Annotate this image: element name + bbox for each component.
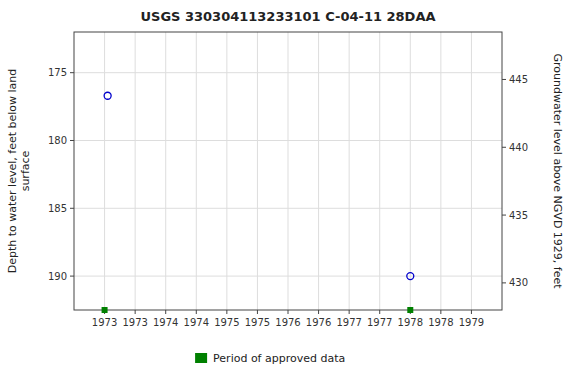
y-grid-line: [74, 276, 502, 277]
series: [102, 307, 414, 313]
y-tick: [70, 208, 74, 209]
legend: Period of approved data: [195, 352, 345, 365]
x-tick-label: 1977: [367, 317, 392, 328]
x-tick-label: 1978: [398, 317, 423, 328]
x-tick: [379, 310, 380, 314]
x-tick-label: 1973: [92, 317, 117, 328]
y-tick-label: 190: [48, 271, 67, 282]
x-tick-label: 1976: [306, 317, 331, 328]
x-grid-line: [318, 32, 319, 310]
legend-label: Period of approved data: [213, 352, 345, 365]
x-grid-line: [288, 32, 289, 310]
x-tick: [471, 310, 472, 314]
y-axis-label: Depth to water level, feet below landsur…: [6, 69, 32, 274]
x-grid-line: [471, 32, 472, 310]
chart: 1973 1973 1974 1974 1975 1975 1976 1976 1977 1977…: [0, 0, 576, 384]
x-tick: [196, 310, 197, 314]
y-tick-label: 180: [48, 135, 67, 146]
x-tick-label: 1974: [153, 317, 178, 328]
y-axis-label-line: surface: [19, 150, 32, 191]
y-grid-line: [74, 140, 502, 141]
x-grid-line: [165, 32, 166, 310]
y2-tick: [502, 79, 506, 80]
y2-axis-label: Groundwater level above NGVD 1929, feet: [551, 53, 564, 289]
y2-tick-label: 440: [509, 142, 528, 153]
x-tick-label: 1978: [428, 317, 453, 328]
x-tick: [165, 310, 166, 314]
grid: [74, 32, 502, 310]
x-tick: [349, 310, 350, 314]
y-tick: [70, 72, 74, 73]
x-grid-line: [410, 32, 411, 310]
x-tick: [318, 310, 319, 314]
x-tick-label: 1975: [214, 317, 239, 328]
y-grid-line: [74, 72, 502, 73]
x-grid-line: [135, 32, 136, 310]
y-tick-label: 175: [48, 67, 67, 78]
x-tick-label: 1975: [245, 317, 270, 328]
y-grid-line: [74, 208, 502, 209]
plot-frame: [74, 32, 502, 310]
x-tick-label: 1976: [275, 317, 300, 328]
x-tick: [440, 310, 441, 314]
x-grid-line: [349, 32, 350, 310]
title: USGS 330304113233101 C-04-11 28DAA: [140, 9, 435, 24]
y2-tick-label: 445: [509, 74, 528, 85]
circle-marker: [407, 273, 414, 280]
y2-tick: [502, 215, 506, 216]
y2-tick-label: 435: [509, 210, 528, 221]
x-tick: [226, 310, 227, 314]
x-tick-label: 1977: [336, 317, 361, 328]
x-grid-line: [196, 32, 197, 310]
x-tick: [288, 310, 289, 314]
x-grid-line: [257, 32, 258, 310]
x-tick-label: 1974: [184, 317, 209, 328]
y-tick: [70, 276, 74, 277]
series: [104, 92, 414, 279]
y-tick-label: 185: [48, 203, 67, 214]
square-marker: [102, 307, 108, 313]
background: [0, 0, 576, 384]
y2-tick-label: 430: [509, 277, 528, 288]
x-tick-label: 1979: [459, 317, 484, 328]
x-tick-label: 1973: [122, 317, 147, 328]
x-grid-line: [379, 32, 380, 310]
legend-swatch: [195, 353, 207, 363]
y2-tick: [502, 282, 506, 283]
x-grid-line: [226, 32, 227, 310]
y-axis-label-line: Depth to water level, feet below land: [6, 69, 19, 274]
plot-area: [102, 92, 414, 313]
circle-marker: [104, 92, 111, 99]
x-tick: [135, 310, 136, 314]
x-grid-line: [104, 32, 105, 310]
y2-tick: [502, 147, 506, 148]
square-marker: [407, 307, 413, 313]
axes: 1973 1973 1974 1974 1975 1975 1976 1976 1977 1977…: [48, 67, 528, 328]
x-grid-line: [440, 32, 441, 310]
y-tick: [70, 140, 74, 141]
x-tick: [257, 310, 258, 314]
